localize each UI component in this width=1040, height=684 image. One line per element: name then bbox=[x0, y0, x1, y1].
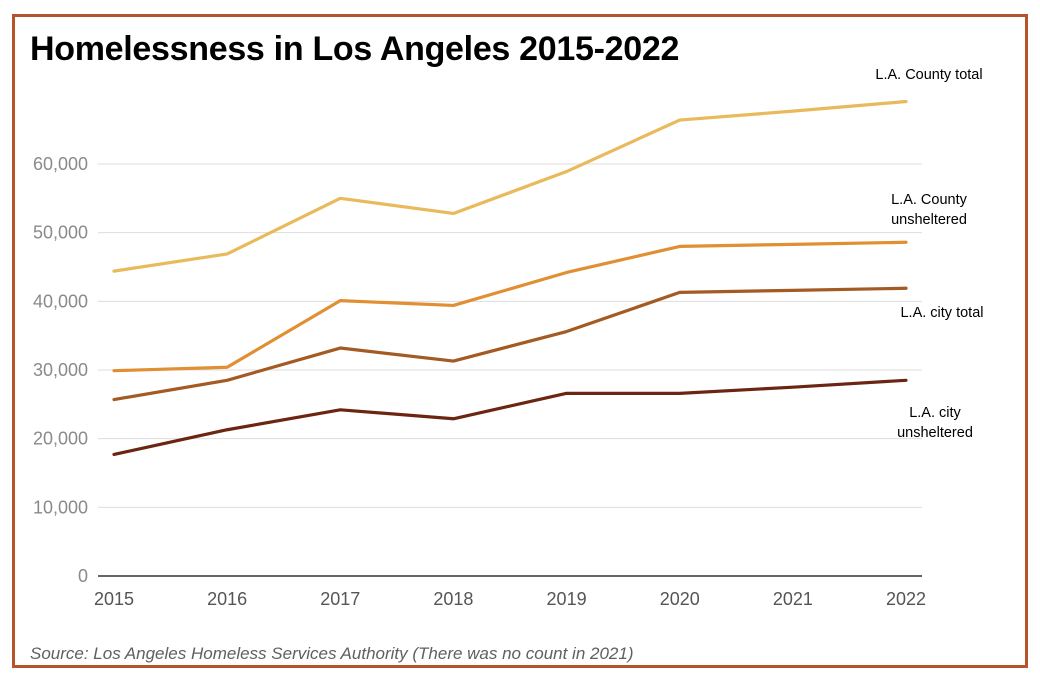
y-tick-label: 20,000 bbox=[33, 429, 88, 449]
series-line bbox=[112, 99, 908, 273]
gridlines bbox=[98, 163, 922, 577]
series-labels: L.A. County total L.A. County unsheltered L… bbox=[875, 67, 983, 441]
series-line bbox=[112, 378, 908, 457]
x-tick-label: 2018 bbox=[433, 589, 473, 609]
y-tick-label: 0 bbox=[78, 566, 88, 586]
series-line bbox=[112, 240, 908, 373]
series-label: L.A. city total bbox=[900, 305, 983, 321]
y-tick-label: 50,000 bbox=[33, 223, 88, 243]
series-label: unsheltered bbox=[891, 212, 967, 228]
x-tick-label: 2022 bbox=[886, 589, 926, 609]
series-label: L.A. County bbox=[891, 192, 968, 208]
y-tick-label: 60,000 bbox=[33, 154, 88, 174]
series-lines bbox=[112, 99, 908, 457]
source-note: Source: Los Angeles Homeless Services Au… bbox=[30, 644, 634, 663]
y-axis-ticks: 0 10,000 20,000 30,000 40,000 50,000 60,000 bbox=[33, 154, 88, 586]
series-label: L.A. city bbox=[909, 405, 961, 421]
x-tick-label: 2019 bbox=[547, 589, 587, 609]
series-label: L.A. County total bbox=[875, 67, 982, 83]
chart-title: Homelessness in Los Angeles 2015-2022 bbox=[30, 30, 680, 68]
x-tick-label: 2020 bbox=[660, 589, 700, 609]
y-tick-label: 10,000 bbox=[33, 497, 88, 517]
y-tick-label: 40,000 bbox=[33, 291, 88, 311]
chart-frame bbox=[12, 14, 1028, 668]
x-axis-ticks: 2015 2016 2017 2018 2019 2020 2021 2022 bbox=[94, 589, 926, 609]
x-tick-label: 2015 bbox=[94, 589, 134, 609]
series-line bbox=[112, 286, 908, 402]
x-tick-label: 2017 bbox=[320, 589, 360, 609]
x-tick-label: 2016 bbox=[207, 589, 247, 609]
x-tick-label: 2021 bbox=[773, 589, 813, 609]
series-label: unsheltered bbox=[897, 425, 973, 441]
y-tick-label: 30,000 bbox=[33, 360, 88, 380]
